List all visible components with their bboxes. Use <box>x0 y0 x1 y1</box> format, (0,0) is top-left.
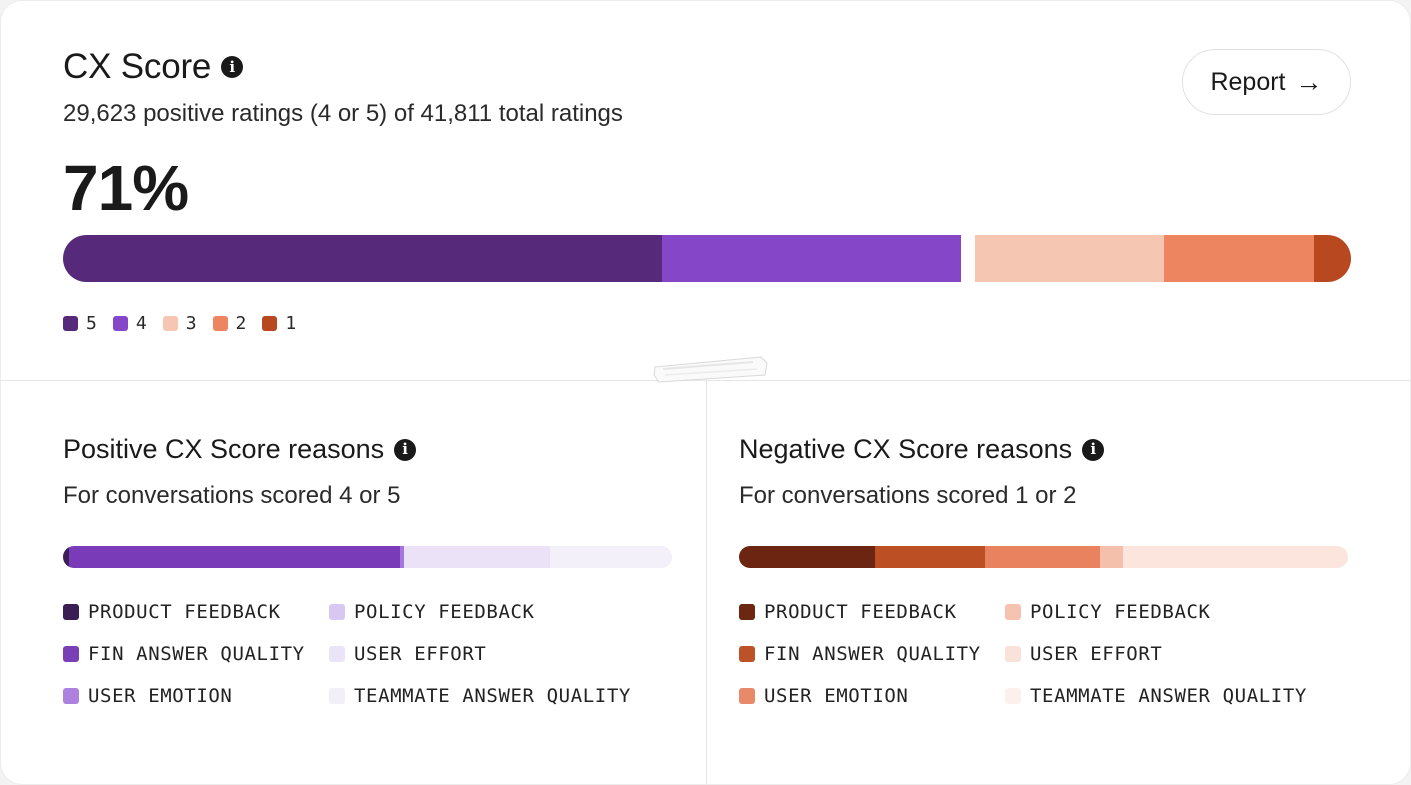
negative-reason-product-feedback[interactable]: PRODUCT FEEDBACK <box>739 601 957 623</box>
report-button-label: Report <box>1210 67 1286 96</box>
reason-label: FIN ANSWER QUALITY <box>764 643 981 665</box>
arrow-right-icon: → <box>1295 66 1323 97</box>
legend-item-1: 1 <box>262 313 296 334</box>
negative-bar-segment[interactable] <box>739 546 875 568</box>
negative-reason-fin-answer-quality[interactable]: FIN ANSWER QUALITY <box>739 643 981 665</box>
negative-reason-policy-feedback[interactable]: POLICY FEEDBACK <box>1005 601 1211 623</box>
legend-label: 4 <box>135 313 147 334</box>
reason-swatch <box>63 688 79 704</box>
positive-reason-product-feedback[interactable]: PRODUCT FEEDBACK <box>63 601 281 623</box>
negative-reason-user-effort[interactable]: USER EFFORT <box>1005 643 1162 665</box>
negative-reasons-panel: Negative CX Score reasons i For conversa… <box>707 381 1410 784</box>
negative-bar-segment[interactable] <box>1123 546 1348 568</box>
reason-swatch <box>739 688 755 704</box>
reason-label: POLICY FEEDBACK <box>354 601 535 623</box>
reason-swatch <box>329 646 345 662</box>
rating-legend: 5 4 3 2 1 <box>63 313 296 334</box>
negative-title-row: Negative CX Score reasons i <box>739 434 1105 465</box>
legend-item-5: 5 <box>63 313 97 334</box>
ratings-summary: 29,623 positive ratings (4 or 5) of 41,8… <box>63 100 623 127</box>
positive-reason-user-emotion[interactable]: USER EMOTION <box>63 685 232 707</box>
rating-distribution-bar <box>63 235 1351 282</box>
rating-segment-2[interactable] <box>1164 235 1314 282</box>
positive-reason-teammate-answer-quality[interactable]: TEAMMATE ANSWER QUALITY <box>329 685 631 707</box>
legend-label: 1 <box>285 313 297 334</box>
info-icon[interactable]: i <box>394 438 417 461</box>
positive-subtitle: For conversations scored 4 or 5 <box>63 482 401 509</box>
cx-score-summary: CX Score i 29,623 positive ratings (4 or… <box>1 1 1410 383</box>
reason-label: FIN ANSWER QUALITY <box>88 643 305 665</box>
negative-bar-segment[interactable] <box>875 546 985 568</box>
cx-score-title-row: CX Score i <box>63 47 244 87</box>
reason-swatch <box>329 688 345 704</box>
negative-bar-segment[interactable] <box>985 546 1100 568</box>
legend-label: 2 <box>235 313 247 334</box>
negative-reason-user-emotion[interactable]: USER EMOTION <box>739 685 908 707</box>
reason-swatch <box>63 646 79 662</box>
reason-label: USER EFFORT <box>354 643 487 665</box>
reason-swatch <box>739 604 755 620</box>
legend-item-2: 2 <box>212 313 247 334</box>
negative-reasons-bar <box>739 546 1348 568</box>
legend-swatch <box>112 316 128 331</box>
legend-swatch <box>262 316 278 331</box>
info-icon[interactable]: i <box>1082 438 1105 461</box>
negative-subtitle: For conversations scored 1 or 2 <box>739 482 1077 509</box>
reason-swatch <box>1005 604 1021 620</box>
positive-reason-user-effort[interactable]: USER EFFORT <box>329 643 486 665</box>
paper-scrap-decoration <box>653 356 768 383</box>
reason-swatch <box>739 646 755 662</box>
rating-segment-3[interactable] <box>975 235 1164 282</box>
rating-segment-4[interactable] <box>662 235 961 282</box>
legend-swatch <box>162 316 178 331</box>
positive-reasons-panel: Positive CX Score reasons i For conversa… <box>1 381 706 784</box>
report-button[interactable]: Report → <box>1182 49 1351 115</box>
positive-title: Positive CX Score reasons <box>63 434 385 464</box>
reason-label: POLICY FEEDBACK <box>1030 601 1211 623</box>
negative-title: Negative CX Score reasons <box>739 434 1073 464</box>
reason-swatch <box>1005 688 1021 704</box>
reason-label: PRODUCT FEEDBACK <box>764 601 957 623</box>
positive-bar-segment[interactable] <box>550 546 672 568</box>
positive-title-row: Positive CX Score reasons i <box>63 434 417 465</box>
legend-swatch <box>63 316 78 331</box>
rating-segment-1[interactable] <box>1314 235 1351 282</box>
reason-swatch <box>63 604 79 620</box>
reason-swatch <box>1005 646 1021 662</box>
info-icon[interactable]: i <box>221 56 244 78</box>
panel-divider <box>706 381 707 784</box>
positive-reasons-bar <box>63 546 672 568</box>
legend-item-3: 3 <box>162 313 197 334</box>
legend-swatch <box>212 316 228 331</box>
negative-reason-teammate-answer-quality[interactable]: TEAMMATE ANSWER QUALITY <box>1005 685 1307 707</box>
legend-label: 3 <box>185 313 197 334</box>
reason-label: USER EMOTION <box>88 685 233 707</box>
positive-bar-segment[interactable] <box>404 546 550 568</box>
legend-item-4: 4 <box>112 313 147 334</box>
reason-label: USER EFFORT <box>1030 643 1163 665</box>
reason-label: TEAMMATE ANSWER QUALITY <box>354 685 631 707</box>
positive-reason-fin-answer-quality[interactable]: FIN ANSWER QUALITY <box>63 643 305 665</box>
reason-label: PRODUCT FEEDBACK <box>88 601 281 623</box>
cx-score-value: 71% <box>63 152 189 224</box>
positive-bar-segment[interactable] <box>69 546 400 568</box>
reason-swatch <box>329 604 345 620</box>
legend-label: 5 <box>86 313 97 334</box>
positive-bar-segment[interactable] <box>400 546 404 568</box>
reason-label: USER EMOTION <box>764 685 909 707</box>
page-title: CX Score <box>63 47 212 86</box>
reason-label: TEAMMATE ANSWER QUALITY <box>1030 685 1307 707</box>
rating-segment-5[interactable] <box>63 235 662 282</box>
positive-reason-policy-feedback[interactable]: POLICY FEEDBACK <box>329 601 535 623</box>
negative-bar-segment[interactable] <box>1100 546 1123 568</box>
positive-bar-segment[interactable] <box>63 546 69 568</box>
